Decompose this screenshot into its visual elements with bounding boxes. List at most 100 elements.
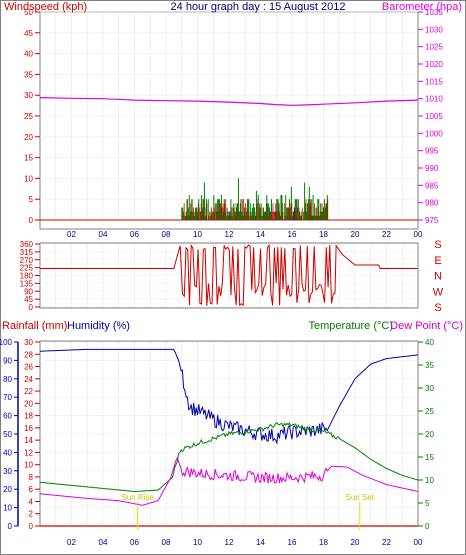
x-tick-label: 20 xyxy=(351,538,360,547)
barometer-tick-label: 1025 xyxy=(425,43,443,52)
barometer-tick-label: 990 xyxy=(425,164,439,173)
rainfall-tick-label: 12 xyxy=(24,448,33,457)
windspeed-tick-label: 20 xyxy=(24,133,33,142)
sun-annotations: Sun Rise Sun Set xyxy=(121,493,375,530)
barometer-tick-label: 1015 xyxy=(425,77,443,86)
humidity-tick-label: 10 xyxy=(3,504,12,513)
temperature-tick-label: 25 xyxy=(425,407,434,416)
temperature-tick-label: 20 xyxy=(425,430,434,439)
rainfall-tick-label: 14 xyxy=(24,436,33,445)
barometer-tick-label: 980 xyxy=(425,199,439,208)
rainfall-tick-label: 24 xyxy=(24,375,33,384)
direction-tick-label: 225 xyxy=(20,264,34,273)
rainfall-tick-label: 20 xyxy=(24,399,33,408)
chart-title: 24 hour graph day : 15 August 2012 xyxy=(171,1,346,13)
rainfall-tick-label: 28 xyxy=(24,350,33,359)
humidity-tick-label: 20 xyxy=(3,485,12,494)
windspeed-axis-ticks: 0 5 10 15 20 25 30 35 40 45 50 xyxy=(24,8,40,225)
barometer-tick-label: 975 xyxy=(425,216,439,225)
wind-baro-x-ticks: 02 04 06 08 10 12 14 16 18 20 22 00 xyxy=(67,230,423,239)
dewpoint-line xyxy=(39,456,419,506)
x-tick-label: 00 xyxy=(414,230,423,239)
x-tick-label: 14 xyxy=(256,538,265,547)
rainfall-tick-label: 26 xyxy=(24,363,33,372)
x-tick-label: 16 xyxy=(288,538,297,547)
windspeed-tick-label: 10 xyxy=(24,174,33,183)
sun-marker-label: Sun Set xyxy=(345,493,374,502)
direction-tick-label: 0 xyxy=(29,303,34,312)
barometer-tick-label: 985 xyxy=(425,181,439,190)
windspeed-axis-label: Windspeed (kph) xyxy=(4,1,87,13)
x-tick-label: 20 xyxy=(351,230,360,239)
humidity-tick-label: 70 xyxy=(3,393,12,402)
temperature-tick-label: 15 xyxy=(425,453,434,462)
x-tick-label: 18 xyxy=(319,230,328,239)
temperature-axis-label: Temperature (°C) xyxy=(309,320,393,332)
windspeed-tick-label: 25 xyxy=(24,112,33,121)
windspeed-tick-label: 35 xyxy=(24,70,33,79)
direction-tick-label: 270 xyxy=(20,256,34,265)
x-tick-label: 12 xyxy=(225,538,234,547)
compass-tick-label: W xyxy=(433,286,444,298)
barometer-tick-label: 1010 xyxy=(425,95,443,104)
rainfall-tick-label: 30 xyxy=(24,338,33,347)
humidity-tick-label: 100 xyxy=(0,338,13,347)
temp-humidity-series xyxy=(39,348,419,527)
x-tick-label: 08 xyxy=(162,538,171,547)
x-tick-label: 04 xyxy=(99,230,108,239)
x-tick-label: 14 xyxy=(256,230,265,239)
temperature-tick-label: 0 xyxy=(425,522,430,531)
direction-tick-label: 315 xyxy=(20,248,34,257)
direction-tick-label: 180 xyxy=(20,272,34,281)
windspeed-tick-label: 45 xyxy=(24,29,33,38)
humidity-tick-label: 60 xyxy=(3,412,12,421)
x-tick-label: 06 xyxy=(130,230,139,239)
barometer-tick-label: 1000 xyxy=(425,129,443,138)
wind-baro-series xyxy=(39,97,419,221)
humidity-tick-label: 90 xyxy=(3,356,12,365)
direction-tick-label: 135 xyxy=(20,279,34,288)
sun-marker-label: Sun Rise xyxy=(121,493,154,502)
humidity-tick-label: 30 xyxy=(3,467,12,476)
windspeed-tick-label: 50 xyxy=(24,8,33,17)
windspeed-tick-label: 5 xyxy=(29,195,34,204)
humidity-axis-label: Humidity (%) xyxy=(67,320,130,332)
x-tick-label: 22 xyxy=(382,538,391,547)
rainfall-tick-label: 16 xyxy=(24,424,33,433)
wind-direction-series xyxy=(40,243,418,307)
rainfall-axis-label: Rainfall (mm) xyxy=(2,320,67,332)
compass-tick-label: S xyxy=(434,239,441,251)
humidity-axis-ticks: 0 10 20 30 40 50 60 70 80 90 100 xyxy=(0,338,19,531)
direction-tick-label: 90 xyxy=(24,287,33,296)
temperature-line xyxy=(39,421,419,493)
temperature-tick-label: 10 xyxy=(425,476,434,485)
rainfall-tick-label: 0 xyxy=(29,522,34,531)
barometer-axis-ticks: 975 980 985 990 995 1000 1005 1010 1015 1020 1025 1… xyxy=(418,8,443,225)
x-tick-label: 02 xyxy=(67,538,76,547)
x-tick-label: 02 xyxy=(67,230,76,239)
temperature-axis-ticks: 0 5 10 15 20 25 30 35 40 xyxy=(418,338,434,531)
rainfall-tick-label: 8 xyxy=(29,473,34,482)
x-tick-label: 16 xyxy=(288,230,297,239)
wind-direction-grid xyxy=(40,243,418,308)
windspeed-tick-label: 0 xyxy=(29,216,34,225)
compass-tick-label: S xyxy=(434,302,441,314)
humidity-tick-label: 80 xyxy=(3,375,12,384)
temperature-tick-label: 5 xyxy=(425,499,430,508)
direction-tick-label: 360 xyxy=(20,240,34,249)
x-tick-label: 08 xyxy=(162,230,171,239)
x-tick-label: 06 xyxy=(130,538,139,547)
humidity-tick-label: 40 xyxy=(3,448,12,457)
humidity-tick-label: 0 xyxy=(8,522,13,531)
barometer-tick-label: 1030 xyxy=(425,25,443,34)
x-tick-label: 04 xyxy=(99,538,108,547)
barometer-tick-label: 995 xyxy=(425,147,439,156)
windspeed-tick-label: 30 xyxy=(24,91,33,100)
